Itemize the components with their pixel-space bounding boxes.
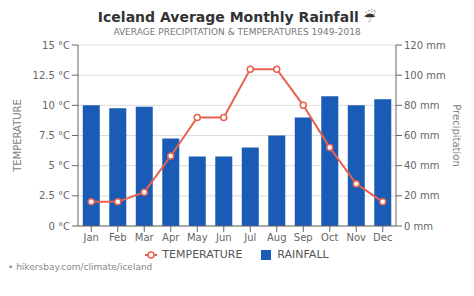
- html-text:• hikersbay.com/climate/icelan: • hikersbay.com/climate/iceland: [8, 262, 153, 272]
- svg-text:Apr: Apr: [162, 232, 180, 243]
- svg-text:Sep: Sep: [294, 232, 313, 243]
- svg-text:10 °C: 10 °C: [42, 100, 70, 111]
- svg-text:Feb: Feb: [109, 232, 127, 243]
- svg-text:5 °C: 5 °C: [48, 160, 70, 171]
- svg-text:120 mm: 120 mm: [404, 40, 446, 51]
- svg-text:12.5 °C: 12.5 °C: [33, 70, 70, 81]
- svg-text:40 mm: 40 mm: [404, 160, 439, 171]
- svg-text:0 °C: 0 °C: [48, 221, 70, 232]
- svg-text:Jul: Jul: [243, 232, 256, 243]
- svg-text:2.5 °C: 2.5 °C: [39, 190, 70, 201]
- html-text:TEMPERATURE: TEMPERATURE: [162, 248, 243, 261]
- svg-text:Mar: Mar: [135, 232, 155, 243]
- svg-text:20 mm: 20 mm: [404, 190, 439, 201]
- html-text:RAINFALL: RAINFALL: [277, 248, 329, 261]
- svg-text:May: May: [187, 232, 208, 243]
- html-text:Iceland Average Monthly Rainfa: Iceland Average Monthly Rainfall ☔: [97, 9, 377, 25]
- svg-text:15 °C: 15 °C: [42, 40, 70, 51]
- svg-text:Aug: Aug: [267, 232, 287, 243]
- svg-text:80 mm: 80 mm: [404, 100, 439, 111]
- svg-text:60 mm: 60 mm: [404, 130, 439, 141]
- svg-text:7.5 °C: 7.5 °C: [39, 130, 70, 141]
- html-text:AVERAGE PRECIPITATION & TEMPER: AVERAGE PRECIPITATION & TEMPERATURES 194…: [113, 27, 361, 37]
- svg-text:Jun: Jun: [215, 232, 232, 243]
- svg-text:Jan: Jan: [83, 232, 99, 243]
- svg-text:Dec: Dec: [373, 232, 392, 243]
- svg-text:TEMPERATURE: TEMPERATURE: [12, 99, 23, 173]
- svg-text:Precipitation: Precipitation: [451, 104, 462, 167]
- svg-text:Nov: Nov: [346, 232, 366, 243]
- svg-text:Oct: Oct: [321, 232, 338, 243]
- svg-text:100 mm: 100 mm: [404, 70, 446, 81]
- svg-text:0 mm: 0 mm: [404, 221, 433, 232]
